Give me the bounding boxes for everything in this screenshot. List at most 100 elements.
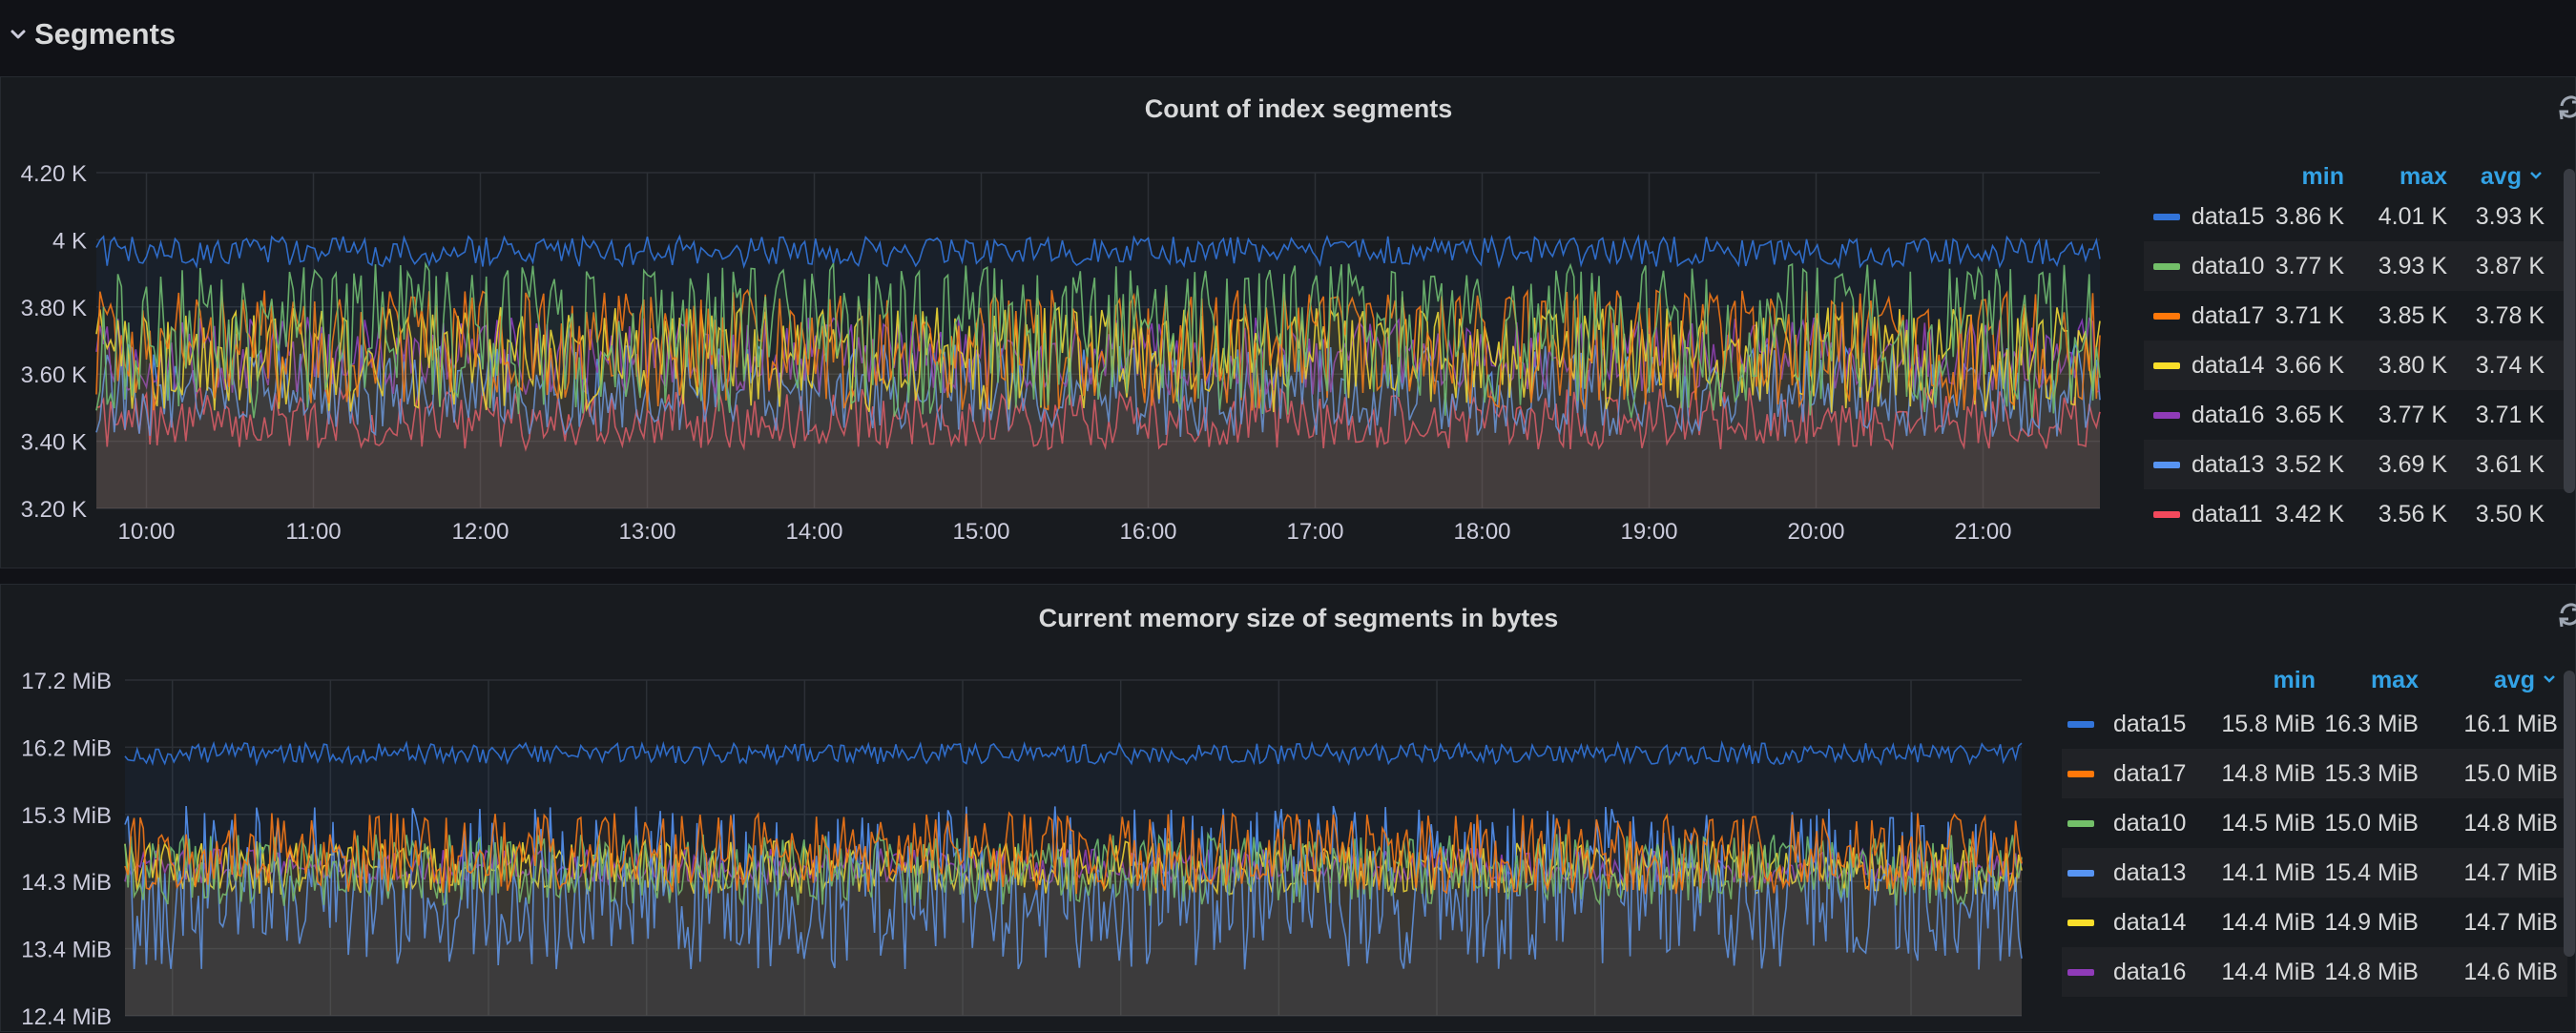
legend-max-value: 16.3 MiB	[2324, 711, 2419, 737]
legend-max-value: 15.0 MiB	[2324, 810, 2419, 837]
legend-min-value: 15.8 MiB	[2221, 711, 2316, 737]
legend-scrollbar[interactable]	[2564, 169, 2575, 493]
legend-avg-value: 15.0 MiB	[2463, 760, 2558, 787]
legend-row-data17[interactable]: data17 14.8 MiB 15.3 MiB 15.0 MiB	[2062, 749, 2567, 798]
series-area-data10	[96, 263, 2100, 508]
row-title: Segments	[34, 17, 177, 51]
legend-avg-value: 14.7 MiB	[2463, 859, 2558, 886]
y-tick-label: 3.40 K	[21, 430, 87, 456]
legend-row-data15[interactable]: data15 3.86 K 4.01 K 3.93 K	[2144, 192, 2567, 241]
chevron-down-icon[interactable]	[4, 20, 32, 49]
panel-index-segments: Count of index segments 4.20 K 4 K 3.80 K 3…	[0, 76, 2576, 568]
legend-avg-value: 14.8 MiB	[2463, 810, 2558, 837]
legend-series-name: data17	[2192, 302, 2265, 329]
legend-swatch	[2067, 771, 2094, 777]
legend-swatch	[2153, 263, 2180, 270]
panel-memory-size: Current memory size of segments in bytes…	[0, 584, 2576, 1032]
panel-title[interactable]: Count of index segments	[1144, 94, 1453, 123]
legend-max-value: 3.85 K	[2378, 302, 2447, 329]
y-tick-label: 16.2 MiB	[21, 735, 112, 761]
legend-series-name: data14	[2192, 352, 2265, 379]
y-tick-label: 12.4 MiB	[21, 1004, 112, 1030]
series-area-data15	[96, 236, 2100, 508]
chevron-down-icon[interactable]	[2541, 671, 2558, 688]
legend-series-name: data16	[2192, 402, 2265, 428]
legend-avg-value: 3.93 K	[2475, 203, 2545, 230]
legend-col-min[interactable]: min	[2301, 163, 2344, 190]
legend-series-name: data15	[2113, 711, 2187, 737]
legend-max-value: 3.93 K	[2378, 253, 2447, 279]
legend-swatch	[2067, 969, 2094, 976]
legend-min-value: 3.86 K	[2275, 203, 2344, 230]
y-tick-label: 3.20 K	[21, 497, 87, 523]
legend-scrollbar[interactable]	[2564, 671, 2575, 957]
legend-max-value: 14.9 MiB	[2324, 909, 2419, 936]
legend-row-data17[interactable]: data17 3.71 K 3.85 K 3.78 K	[2144, 291, 2567, 341]
legend-swatch	[2153, 362, 2180, 369]
legend-col-avg[interactable]: avg	[2420, 163, 2545, 207]
series-line-data13[interactable]	[124, 805, 2023, 970]
legend-row-data14[interactable]: data14 14.4 MiB 14.9 MiB 14.7 MiB	[2062, 898, 2567, 947]
legend-avg-value: 14.7 MiB	[2463, 909, 2558, 936]
legend-max-value: 14.8 MiB	[2324, 959, 2419, 985]
legend-row-data10[interactable]: data10 14.5 MiB 15.0 MiB 14.8 MiB	[2062, 798, 2567, 848]
legend-row-data11[interactable]: data11 3.42 K 3.56 K 3.50 K	[2144, 489, 2567, 539]
legend-series-name: data17	[2113, 760, 2187, 787]
legend-min-value: 14.8 MiB	[2221, 760, 2316, 787]
legend-series-name: data16	[2113, 959, 2187, 985]
x-tick-label: 15:00	[952, 519, 1009, 545]
legend-row-data16[interactable]: data16 3.65 K 3.77 K 3.71 K	[2144, 390, 2567, 440]
y-tick-label: 3.60 K	[21, 362, 87, 388]
legend-row-data14[interactable]: data14 3.66 K 3.80 K 3.74 K	[2144, 341, 2567, 390]
legend-max-value: 3.80 K	[2378, 352, 2447, 379]
legend-max-value: 3.56 K	[2378, 501, 2447, 527]
series-line-data11[interactable]	[95, 384, 2101, 452]
refresh-icon[interactable]	[2554, 598, 2576, 630]
legend-series-name: data10	[2192, 253, 2265, 279]
legend-avg-value: 3.87 K	[2475, 253, 2545, 279]
legend-row-data15[interactable]: data15 15.8 MiB 16.3 MiB 16.1 MiB	[2062, 699, 2567, 749]
chart-plot[interactable]: 4.20 K 4 K 3.80 K 3.60 K 3.40 K 3.20 K 10:00 11…	[1, 77, 2138, 569]
series-line-data10[interactable]	[95, 260, 2101, 419]
legend-col-min[interactable]: min	[2273, 667, 2316, 693]
series-line-data17[interactable]	[124, 811, 2023, 895]
legend-avg-value: 3.74 K	[2475, 352, 2545, 379]
y-tick-label: 13.4 MiB	[21, 938, 112, 963]
chart-legend: min max avg data15 15.8 MiB 16.3 MiB 16.1 MiB d…	[2062, 667, 2567, 1033]
series-area-data15	[125, 743, 2022, 1016]
legend-row-data10[interactable]: data10 3.77 K 3.93 K 3.87 K	[2144, 241, 2567, 291]
chevron-down-icon[interactable]	[2527, 167, 2545, 184]
y-tick-label: 14.3 MiB	[21, 870, 112, 896]
row-header[interactable]: Segments	[0, 0, 2576, 69]
x-tick-label: 13:00	[618, 519, 675, 545]
series-line-data14[interactable]	[95, 305, 2101, 413]
series-line-data15[interactable]	[95, 234, 2101, 270]
series-line-data15[interactable]	[124, 739, 2023, 767]
legend-swatch	[2067, 721, 2094, 728]
series-area-data14	[96, 307, 2100, 508]
legend-row-data13[interactable]: data13 14.1 MiB 15.4 MiB 14.7 MiB	[2062, 848, 2567, 898]
series-area-data11	[96, 387, 2100, 508]
legend-row-data13[interactable]: data13 3.52 K 3.69 K 3.61 K	[2144, 440, 2567, 489]
legend-avg-value: 3.50 K	[2475, 501, 2545, 527]
legend-series-name: data10	[2113, 810, 2187, 837]
legend-avg-value: 16.1 MiB	[2463, 711, 2558, 737]
y-tick-label: 17.2 MiB	[21, 669, 112, 694]
legend-col-max[interactable]: max	[2399, 163, 2447, 190]
chart-plot[interactable]: 17.2 MiB 16.2 MiB 15.3 MiB 14.3 MiB 13.4 MiB…	[1, 585, 2043, 1033]
legend-col-max[interactable]: max	[2370, 667, 2419, 693]
legend-series-name: data11	[2192, 501, 2263, 527]
y-tick-label: 3.80 K	[21, 296, 87, 321]
x-tick-label: 20:00	[1787, 519, 1844, 545]
legend-min-value: 14.4 MiB	[2221, 909, 2316, 936]
refresh-icon[interactable]	[2554, 91, 2576, 123]
legend-min-value: 3.66 K	[2275, 352, 2344, 379]
legend-swatch	[2153, 214, 2180, 220]
legend-row-data16[interactable]: data16 14.4 MiB 14.8 MiB 14.6 MiB	[2062, 947, 2567, 997]
series-area-data16	[96, 317, 2100, 508]
legend-avg-value: 3.71 K	[2475, 402, 2545, 428]
panel-title[interactable]: Current memory size of segments in bytes	[1038, 604, 1559, 632]
x-tick-label: 18:00	[1453, 519, 1510, 545]
legend-col-avg[interactable]: avg	[2434, 667, 2558, 711]
legend-swatch	[2067, 820, 2094, 827]
